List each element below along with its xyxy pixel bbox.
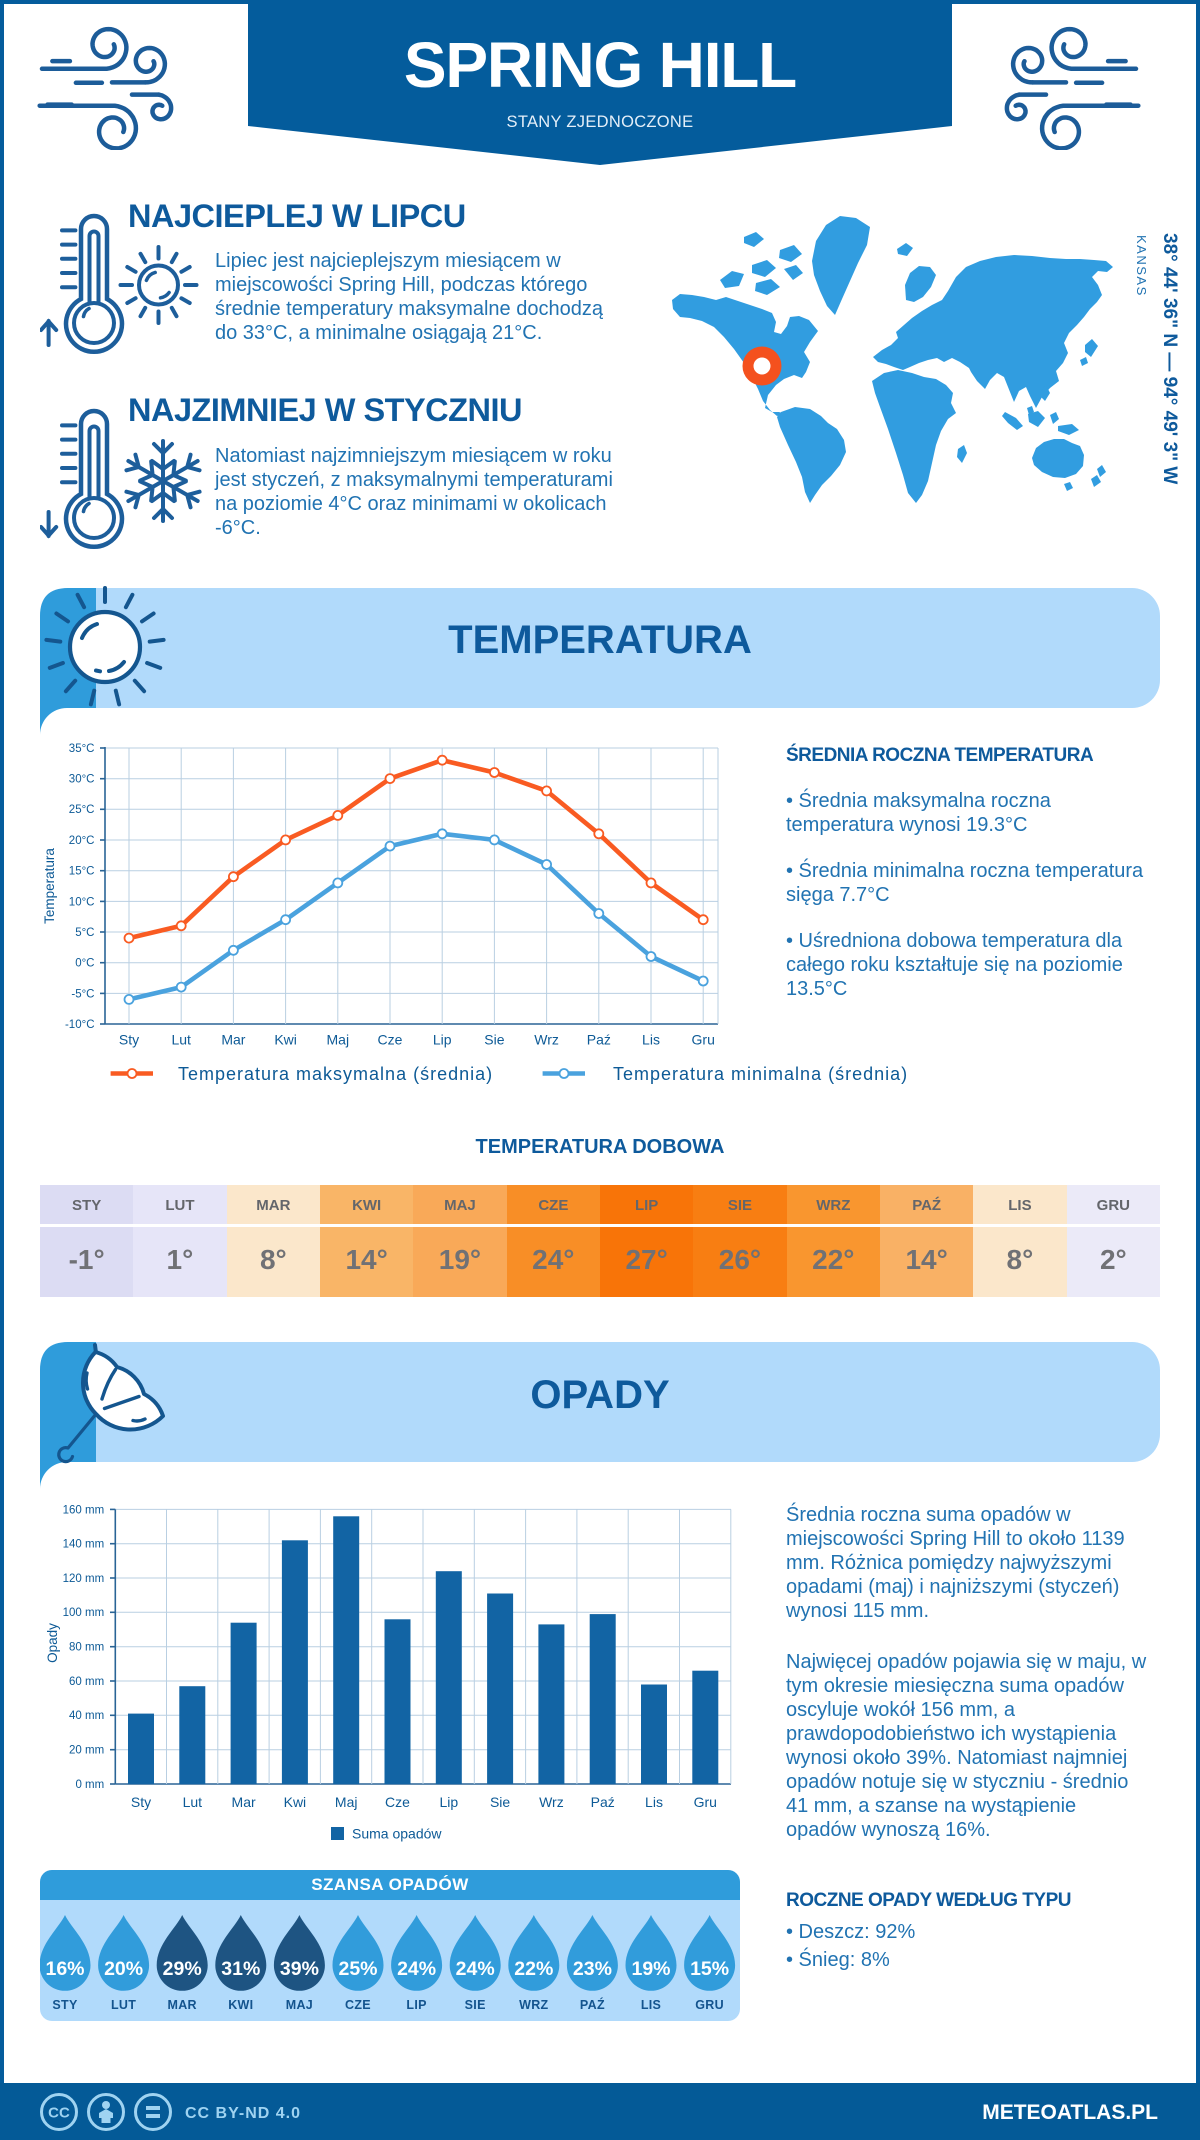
svg-text:Mar: Mar — [221, 1032, 245, 1048]
svg-text:40 mm: 40 mm — [69, 1710, 104, 1722]
svg-text:19%: 19% — [631, 1958, 670, 1980]
svg-text:Maj: Maj — [327, 1032, 350, 1048]
svg-text:Wrz: Wrz — [534, 1032, 559, 1048]
svg-text:Suma opadów: Suma opadów — [352, 1826, 442, 1842]
svg-text:15%: 15% — [690, 1958, 729, 1980]
svg-text:160 mm: 160 mm — [63, 1504, 105, 1516]
svg-text:SIE: SIE — [465, 1998, 486, 2012]
svg-text:Kwi: Kwi — [274, 1032, 297, 1048]
svg-text:Sty: Sty — [119, 1032, 139, 1048]
svg-text:Sty: Sty — [131, 1794, 151, 1810]
svg-text:MAJ: MAJ — [286, 1998, 313, 2012]
svg-text:GRU: GRU — [695, 1998, 724, 2012]
svg-text:LIP: LIP — [406, 1998, 426, 2012]
svg-text:16%: 16% — [45, 1958, 84, 1980]
svg-text:KWI: KWI — [228, 1998, 253, 2012]
svg-text:140 mm: 140 mm — [63, 1539, 105, 1551]
svg-text:120 mm: 120 mm — [63, 1573, 105, 1585]
svg-text:80 mm: 80 mm — [69, 1642, 104, 1654]
svg-text:35°C: 35°C — [69, 743, 95, 755]
svg-text:Lut: Lut — [171, 1032, 191, 1048]
svg-text:Wrz: Wrz — [539, 1794, 564, 1810]
svg-text:Cze: Cze — [378, 1032, 403, 1048]
svg-text:Lip: Lip — [439, 1794, 458, 1810]
svg-text:Lut: Lut — [183, 1794, 203, 1810]
svg-text:Lip: Lip — [433, 1032, 452, 1048]
svg-text:30°C: 30°C — [69, 774, 95, 786]
svg-text:22%: 22% — [514, 1958, 553, 1980]
svg-text:-5°C: -5°C — [71, 988, 94, 1000]
svg-text:20 mm: 20 mm — [69, 1745, 104, 1757]
svg-text:Temperatura maksymalna (średni: Temperatura maksymalna (średnia) — [178, 1064, 493, 1084]
svg-text:CZE: CZE — [345, 1998, 371, 2012]
svg-text:Sie: Sie — [484, 1032, 504, 1048]
svg-text:31%: 31% — [221, 1958, 260, 1980]
svg-text:0 mm: 0 mm — [75, 1779, 104, 1791]
svg-text:METEOATLAS.PL: METEOATLAS.PL — [982, 2101, 1158, 2124]
svg-text:15°C: 15°C — [69, 866, 95, 878]
svg-text:Temperatura: Temperatura — [42, 848, 57, 924]
svg-text:LIS: LIS — [641, 1998, 661, 2012]
svg-text:39%: 39% — [280, 1958, 319, 1980]
svg-text:CC: CC — [48, 2105, 70, 2122]
svg-text:0°C: 0°C — [75, 958, 94, 970]
svg-text:Lis: Lis — [642, 1032, 660, 1048]
svg-text:Mar: Mar — [232, 1794, 256, 1810]
svg-text:60 mm: 60 mm — [69, 1676, 104, 1688]
svg-text:23%: 23% — [573, 1958, 612, 1980]
svg-text:Sie: Sie — [490, 1794, 510, 1810]
svg-text:Gru: Gru — [694, 1794, 717, 1810]
svg-text:Opady: Opady — [45, 1623, 60, 1663]
svg-text:PAŹ: PAŹ — [580, 1997, 605, 2012]
svg-text:24%: 24% — [456, 1958, 495, 1980]
svg-text:WRZ: WRZ — [519, 1998, 548, 2012]
svg-text:Gru: Gru — [692, 1032, 715, 1048]
svg-text:24%: 24% — [397, 1958, 436, 1980]
svg-text:20°C: 20°C — [69, 835, 95, 847]
svg-text:Paź: Paź — [591, 1794, 615, 1810]
svg-text:Temperatura minimalna (średnia: Temperatura minimalna (średnia) — [613, 1064, 908, 1084]
svg-text:Maj: Maj — [335, 1794, 358, 1810]
svg-text:MAR: MAR — [168, 1998, 197, 2012]
svg-text:100 mm: 100 mm — [63, 1607, 105, 1619]
svg-text:Kwi: Kwi — [284, 1794, 307, 1810]
svg-text:5°C: 5°C — [75, 927, 94, 939]
svg-text:LUT: LUT — [111, 1998, 136, 2012]
svg-text:Cze: Cze — [385, 1794, 410, 1810]
svg-text:25°C: 25°C — [69, 804, 95, 816]
svg-text:STY: STY — [52, 1998, 78, 2012]
svg-text:29%: 29% — [163, 1958, 202, 1980]
svg-text:25%: 25% — [338, 1958, 377, 1980]
svg-text:10°C: 10°C — [69, 896, 95, 908]
svg-text:CC BY-ND 4.0: CC BY-ND 4.0 — [185, 2105, 301, 2122]
svg-text:Paź: Paź — [587, 1032, 611, 1048]
svg-text:Lis: Lis — [645, 1794, 663, 1810]
svg-text:-10°C: -10°C — [65, 1019, 95, 1031]
svg-text:20%: 20% — [104, 1958, 143, 1980]
